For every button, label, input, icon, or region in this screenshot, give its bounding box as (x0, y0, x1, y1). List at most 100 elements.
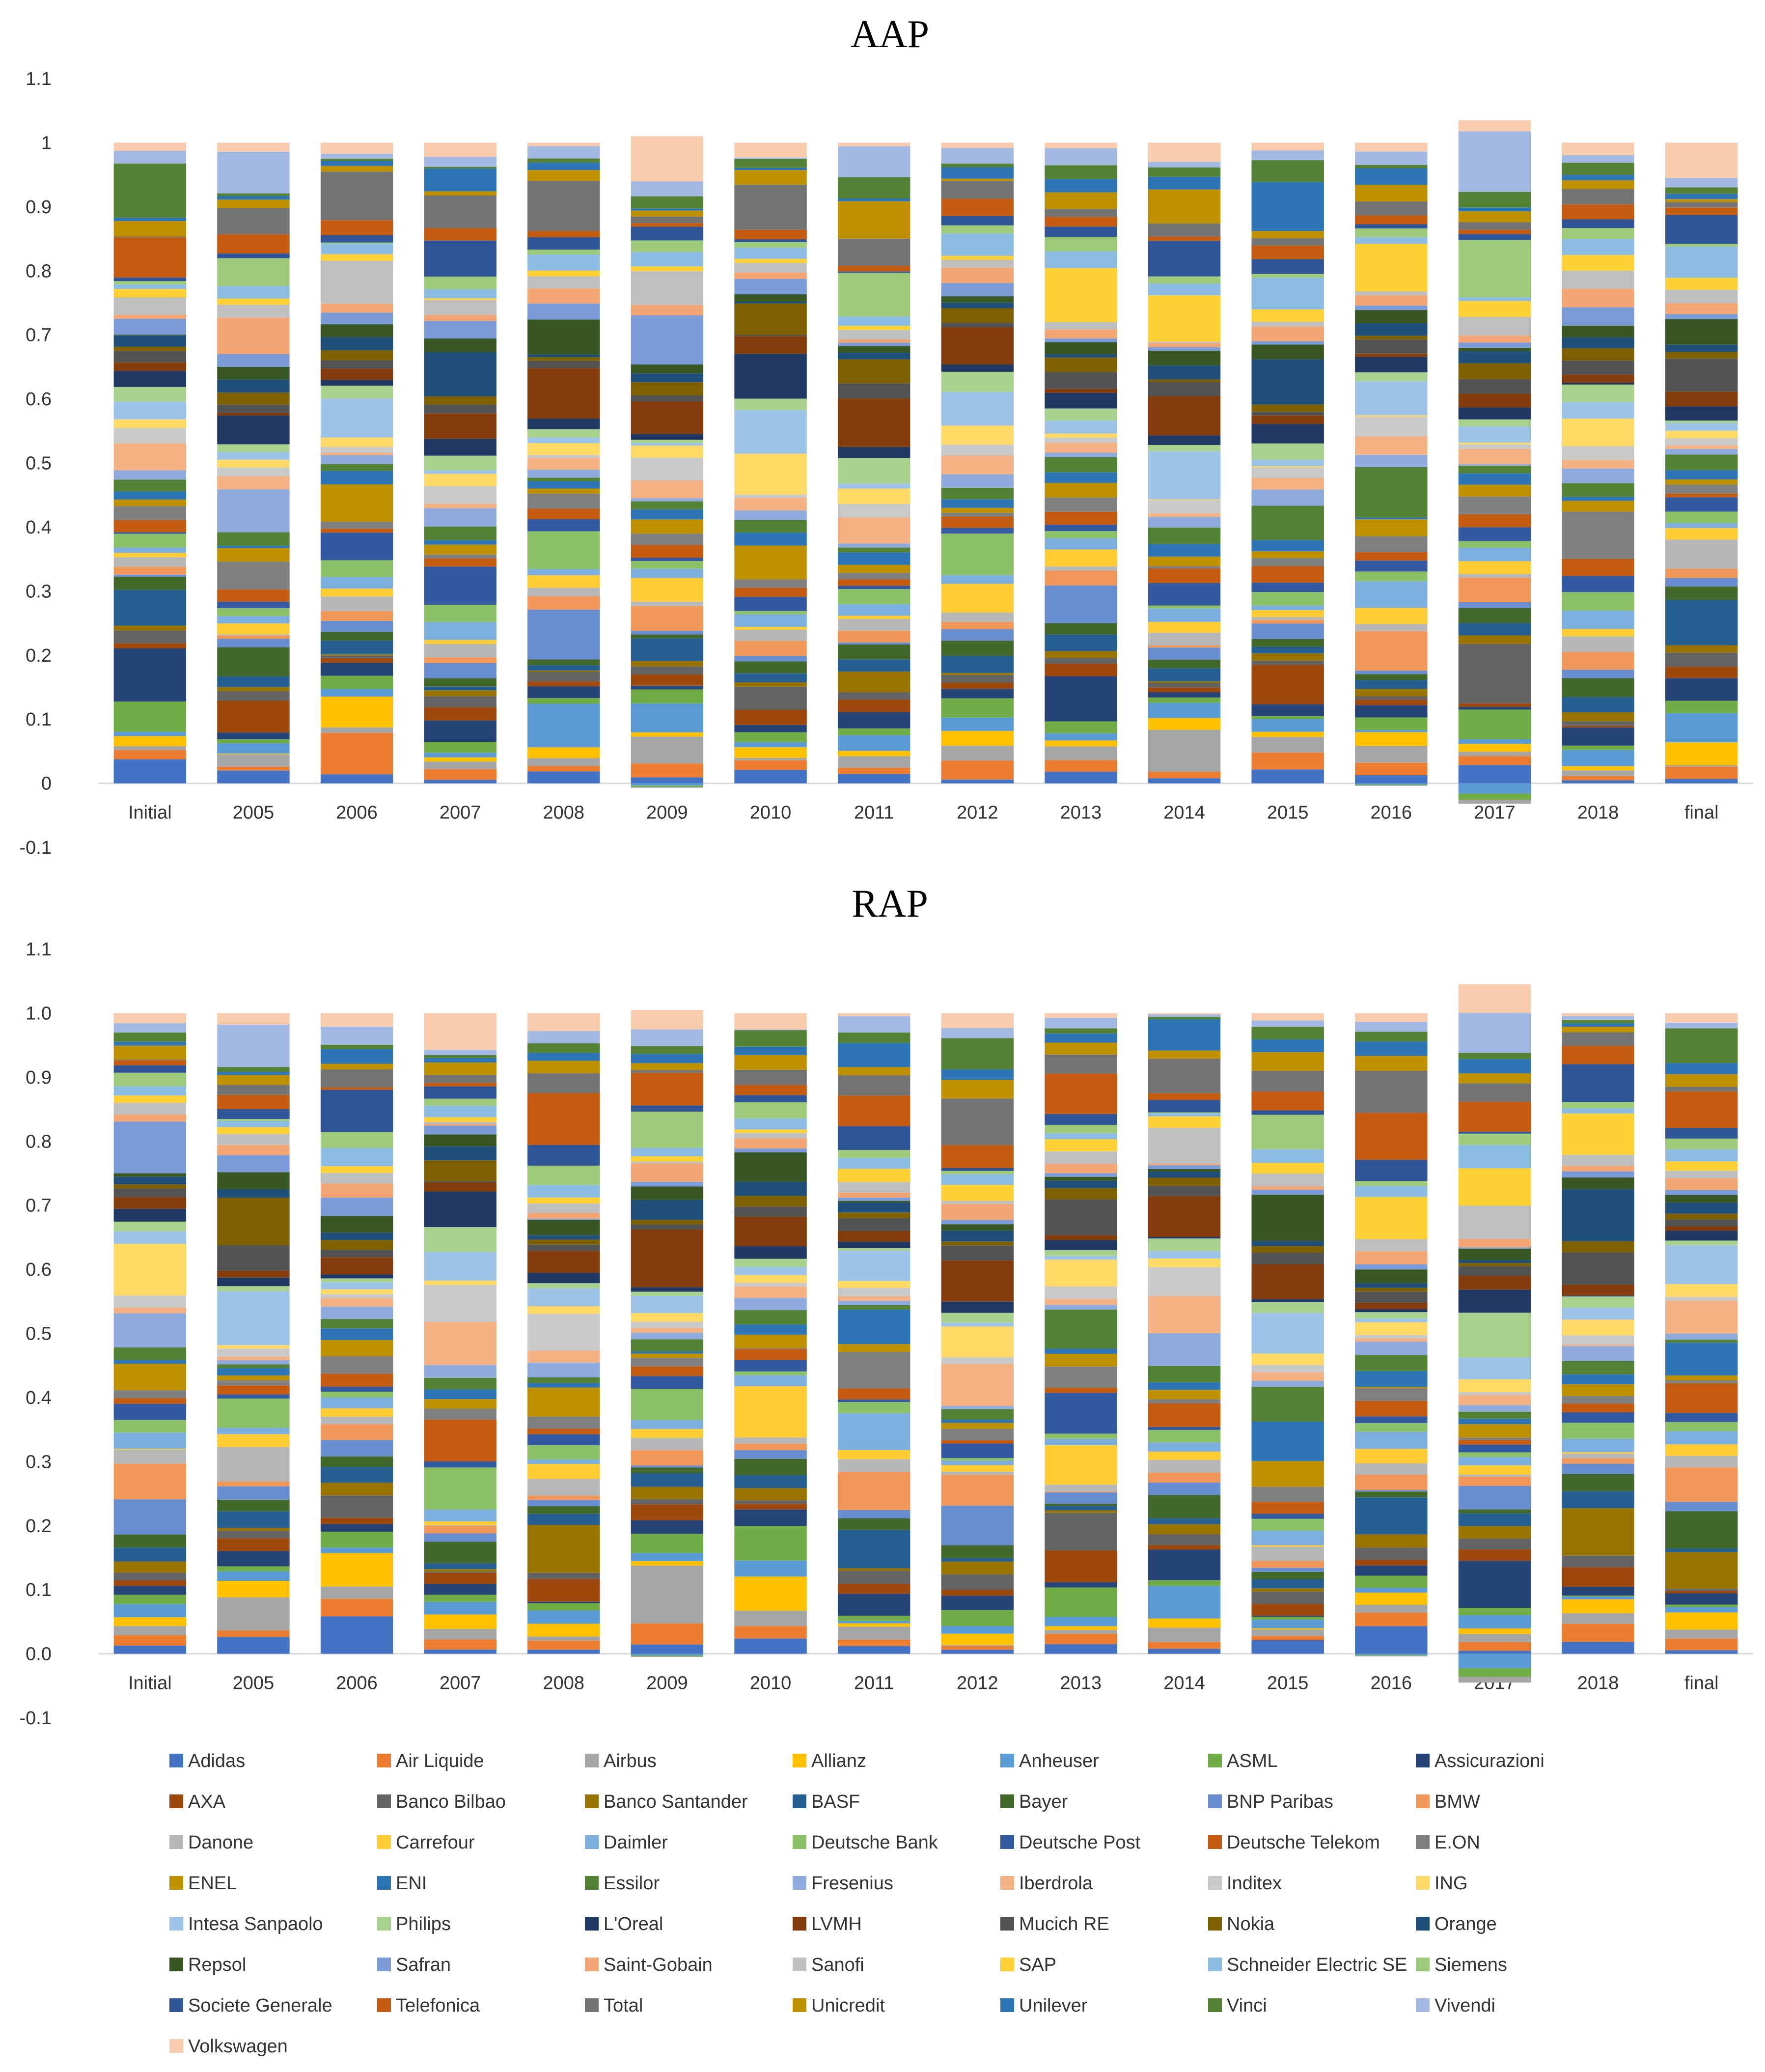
bar-segment-enel (734, 545, 807, 580)
bar-segment-axa (1148, 1545, 1221, 1550)
bar-segment-banco-bilbao (1045, 658, 1117, 664)
legend-label: Total (604, 1995, 643, 2016)
bar-segment-air-liquide (1148, 1642, 1221, 1649)
bar-segment-sap (527, 1197, 600, 1204)
legend-swatch (377, 1998, 391, 2012)
bar-segment-total (837, 1075, 910, 1096)
bar-segment-adidas (1562, 1642, 1634, 1654)
bar-segment-bmw (1148, 1473, 1221, 1483)
bar-segment-l-oreal (631, 434, 704, 440)
bar-segment-assicurazioni (1251, 1616, 1324, 1617)
bar-segment-repsol (1355, 310, 1428, 324)
bar-segment-intesa-sanpaolo (631, 1295, 704, 1313)
bar-segment-essilor (1562, 483, 1634, 497)
legend-swatch (1208, 1835, 1222, 1849)
bar-segment-banco-bilbao (320, 655, 393, 658)
bar-segment-volkswagen (424, 1013, 496, 1050)
bar-segment-bayer (1355, 1491, 1428, 1498)
bar-segment-lvmh (320, 368, 393, 380)
bar-segment-vivendi (217, 151, 290, 194)
bar-segment-orange (527, 1235, 600, 1240)
bar-segment-daimler (1665, 1431, 1738, 1445)
x-tick-label: 2011 (854, 1673, 894, 1694)
bar-segment-sanofi (217, 1134, 290, 1145)
bar-segment-telefonica (734, 229, 807, 240)
bar-segment-deutsche-bank (217, 1399, 290, 1428)
bar-segment-carrefour (1355, 1449, 1428, 1464)
bar-segment-danone (1562, 1454, 1634, 1458)
bar-segment-bmw (424, 1525, 496, 1534)
bar-segment-sanofi (1045, 322, 1117, 330)
bar-segment-total (837, 238, 910, 266)
bar-segment-ing (837, 488, 910, 504)
legend-swatch (585, 1754, 599, 1767)
bar-segment-l-oreal (631, 1287, 704, 1292)
bar-segment-orange (1355, 323, 1428, 336)
bar-segment-allianz (527, 747, 600, 758)
bar-segment-volkswagen (1458, 984, 1531, 1013)
bar-segment-fresenius (1355, 454, 1428, 467)
bar-segment-philips (1665, 420, 1738, 423)
bar-segment-ing (217, 1345, 290, 1349)
bar-segment-bayer (527, 1506, 600, 1514)
legend-label: Intesa Sanpaolo (188, 1914, 323, 1934)
bar-segment-sap (1148, 295, 1221, 342)
bar-segment-banco-bilbao (217, 691, 290, 701)
bar-segment-deutsche-telekom (113, 520, 187, 532)
bar-segment-enel (1251, 551, 1324, 559)
bar-segment-sanofi (320, 1173, 393, 1184)
bar-segment-deutsche-bank (1562, 1423, 1634, 1439)
bar-segment-carrefour (424, 1521, 496, 1525)
bar-segment-daimler (1355, 1431, 1428, 1449)
bar-segment-unilever (1665, 194, 1738, 199)
bar-segment-repsol (1665, 1195, 1738, 1203)
bar-segment-intesa-sanpaolo (424, 1252, 496, 1281)
bar-segment-telefonica (1045, 217, 1117, 227)
bar-segment-volkswagen (1251, 1013, 1324, 1021)
bar-segment-schneider-electric-se (734, 247, 807, 259)
bar-segment-philips (424, 1227, 496, 1252)
bar-segment-sap (1458, 1168, 1531, 1206)
bar-segment-nokia (837, 359, 910, 384)
bar-segment-bmw (1355, 631, 1428, 671)
bar-segment-enel (217, 548, 290, 562)
bar-segment-fresenius (320, 1306, 393, 1319)
bar-segment-deutsche-post (424, 1461, 496, 1468)
legend-swatch (377, 1876, 391, 1890)
bar-segment-safran (320, 1197, 393, 1216)
bar-segment-siemens (1045, 237, 1117, 252)
bar-segment-l-oreal (1251, 424, 1324, 444)
bar-segment-vinci (320, 159, 393, 161)
bar-segment-daimler (1045, 538, 1117, 550)
legend-label: BMW (1434, 1792, 1480, 1812)
bar-segment-deutsche-bank (837, 589, 910, 604)
bar-segment-eni (734, 1324, 807, 1335)
bar-segment-essilor (1251, 505, 1324, 540)
bar-segment-airbus (1355, 1605, 1428, 1613)
bar-segment-saint-gobain (1665, 303, 1738, 314)
bar-segment-telefonica (1148, 236, 1221, 241)
bar-segment-unilever (631, 208, 704, 211)
bar-segment-banco-bilbao (113, 630, 187, 644)
bar-segment-bmw (734, 1443, 807, 1451)
bar-segment-intesa-sanpaolo (1562, 1307, 1634, 1320)
bar-segment-short-position (1458, 783, 1531, 794)
bar-segment-societe-generale (1045, 226, 1117, 237)
bar-segment-siemens (1665, 1138, 1738, 1149)
bar-segment-intesa-sanpaolo (1148, 451, 1221, 500)
bar-segment-bnp-paribas (424, 1533, 496, 1542)
legend-swatch (793, 1958, 806, 1971)
bar-segment-orange (941, 1230, 1014, 1242)
bar-segment-enel (217, 1375, 290, 1380)
bar-segment-societe-generale (631, 1105, 704, 1112)
bar-segment-banco-bilbao (1251, 1591, 1324, 1604)
y-tick-label: 0.4 (26, 1388, 52, 1408)
bar-segment-sanofi (527, 1204, 600, 1213)
bar-segment-l-oreal (217, 1277, 290, 1287)
bar-segment-fresenius (734, 510, 807, 520)
bar-segment-enel (1148, 557, 1221, 566)
bar-segment-allianz (320, 697, 393, 728)
bar-segment-orange (1458, 1260, 1531, 1263)
bar-segment-volkswagen (631, 136, 704, 182)
bar-segment-volkswagen (1665, 1013, 1738, 1023)
